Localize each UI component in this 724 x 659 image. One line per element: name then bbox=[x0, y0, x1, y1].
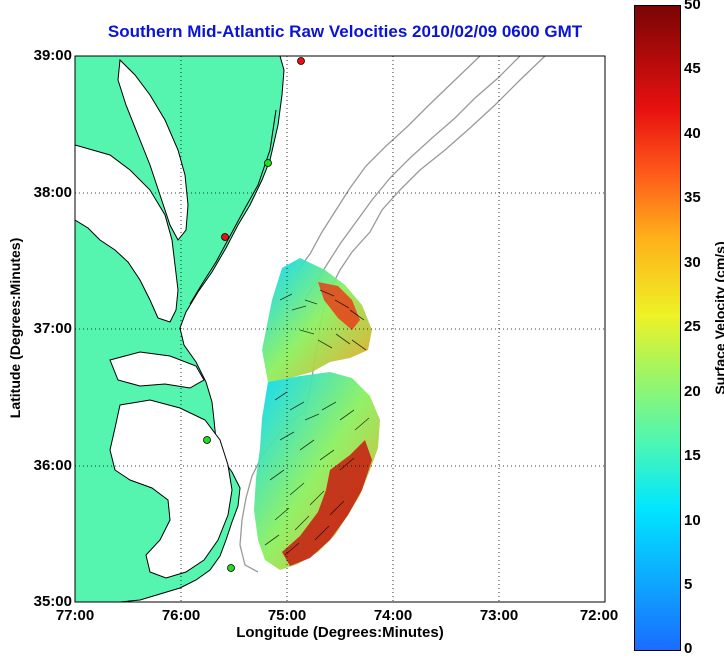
plot-frame bbox=[74, 55, 606, 603]
radar-site-marker bbox=[264, 159, 272, 167]
colorbar bbox=[634, 5, 681, 651]
colorbar-tick-label: 40 bbox=[684, 125, 701, 142]
x-tick-label: 75:00 bbox=[267, 607, 307, 624]
chesapeake-upper bbox=[117, 58, 189, 241]
radar-site-marker bbox=[297, 57, 305, 65]
barrier-islands bbox=[189, 109, 277, 305]
x-tick-label: 77:00 bbox=[55, 607, 95, 624]
bathymetry-contour-mid bbox=[303, 56, 521, 301]
colorbar-tick-label: 25 bbox=[684, 318, 701, 335]
chesapeake-bay bbox=[75, 144, 179, 323]
y-axis-label: Latitude (Degrees:Minutes) bbox=[7, 237, 23, 419]
colorbar-tick-label: 45 bbox=[684, 60, 701, 77]
albemarle-sound bbox=[109, 351, 205, 389]
colorbar-tick-label: 15 bbox=[684, 447, 701, 464]
colorbar-tick-label: 20 bbox=[684, 383, 701, 400]
x-tick-label: 74:00 bbox=[373, 607, 413, 624]
colorbar-tick-label: 10 bbox=[684, 512, 701, 529]
x-tick-label: 72:00 bbox=[579, 607, 619, 624]
colorbar-tick-label: 5 bbox=[684, 576, 693, 593]
y-tick-label: 35:00 bbox=[33, 593, 72, 610]
y-tick-label: 38:00 bbox=[33, 184, 72, 201]
pamlico-sound bbox=[109, 399, 233, 579]
y-tick-label: 37:00 bbox=[33, 320, 72, 337]
bathymetry-contour-inner bbox=[297, 56, 481, 271]
colorbar-tick-label: 30 bbox=[684, 254, 701, 271]
colorbar-tick-label: 0 bbox=[684, 640, 693, 657]
grid-lines bbox=[75, 56, 605, 602]
colorbar-tick-label: 35 bbox=[684, 189, 701, 206]
y-tick-label: 39:00 bbox=[33, 47, 72, 64]
velocity-field-north bbox=[262, 258, 372, 382]
y-tick-label: 36:00 bbox=[33, 457, 72, 474]
x-axis-label: Longitude (Degrees:Minutes) bbox=[236, 624, 444, 641]
x-tick-label: 76:00 bbox=[161, 607, 201, 624]
map-title: Southern Mid-Atlantic Raw Velocities 201… bbox=[107, 22, 583, 41]
radar-site-marker bbox=[203, 436, 211, 444]
radar-site-marker bbox=[227, 564, 235, 572]
velocity-field-south bbox=[254, 372, 380, 570]
velocity-vectors bbox=[264, 289, 370, 556]
radar-site-marker bbox=[221, 233, 229, 241]
x-tick-label: 73:00 bbox=[479, 607, 519, 624]
colorbar-tick-label: 50 bbox=[684, 0, 701, 13]
colorbar-label: Surface Velocity (cm/s) bbox=[712, 241, 724, 395]
velocity-field-hot-south bbox=[282, 440, 372, 566]
